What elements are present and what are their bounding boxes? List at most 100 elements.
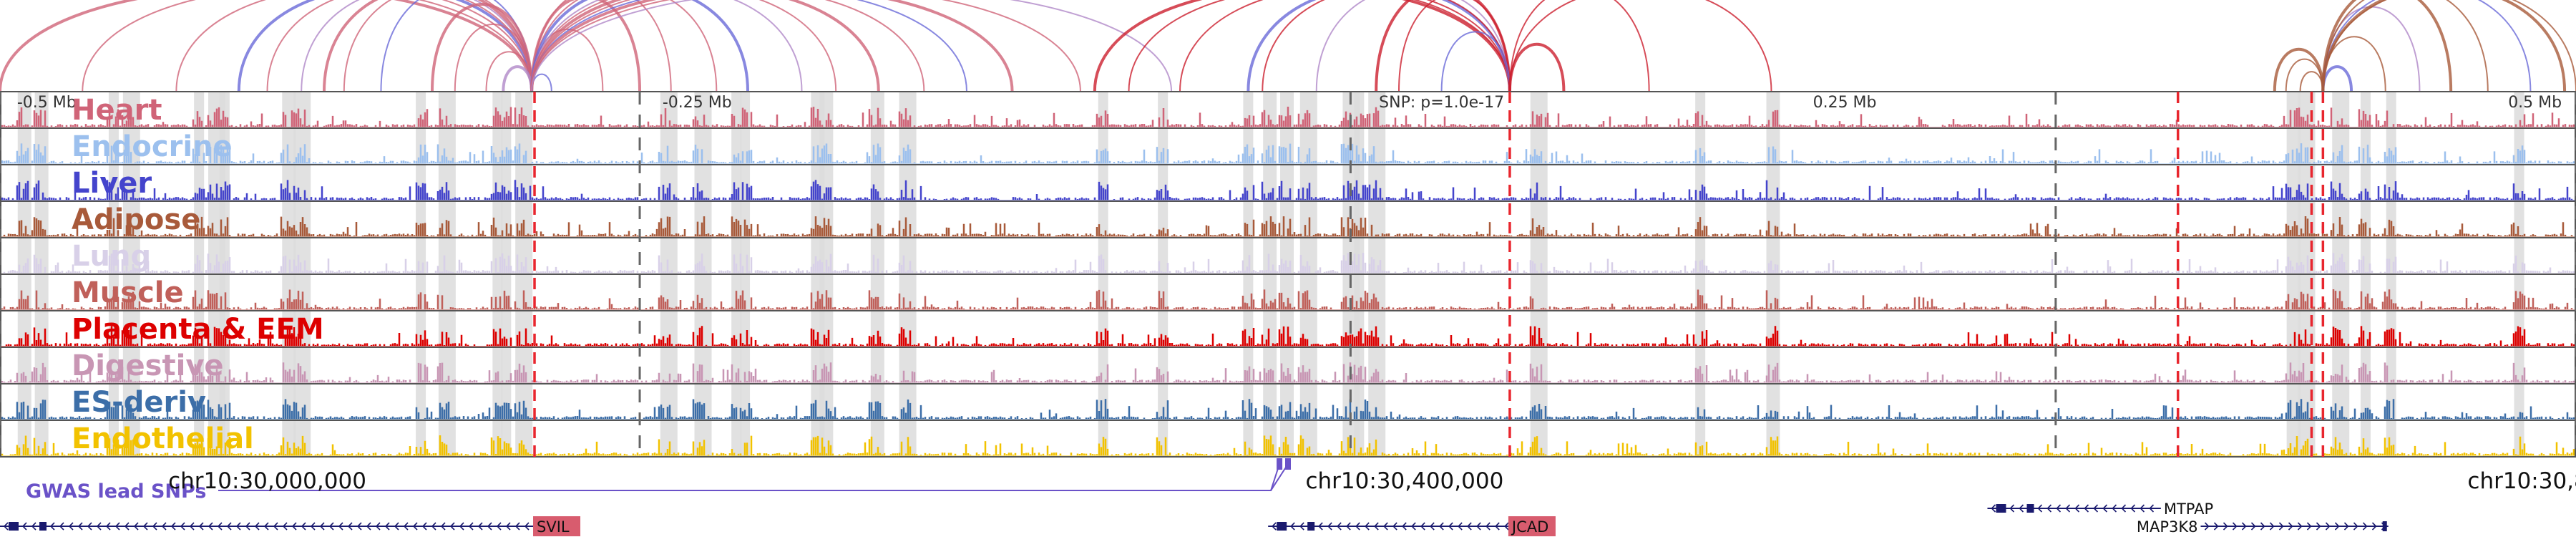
- track-label: Adipose: [72, 203, 200, 236]
- interaction-arc: [1262, 0, 1511, 92]
- strand-chevrons: [3, 522, 530, 531]
- signal-peaks: [0, 289, 2573, 309]
- interaction-arc: [531, 0, 803, 92]
- signal-peaks: [0, 326, 2575, 346]
- interaction-arc: [1246, 0, 1511, 92]
- interaction-arc: [2321, 0, 2567, 92]
- signal-peaks: [0, 253, 2575, 273]
- exon: [1996, 504, 2006, 513]
- gene-name-tag: [533, 516, 581, 536]
- interaction-arc: [2321, 0, 2453, 92]
- signal-peaks: [0, 143, 2575, 163]
- interaction-arc: [2285, 58, 2324, 92]
- interaction-arc: [530, 0, 880, 92]
- interaction-arc: [1179, 0, 1511, 92]
- gene-name: MTPAP: [2164, 500, 2213, 518]
- distance-label: -0.25 Mb: [663, 94, 732, 112]
- interaction-arcs: [0, 0, 2576, 92]
- gwas-snp-marker: [1285, 458, 1291, 470]
- interaction-arc: [1440, 31, 1511, 92]
- track-frame: [0, 91, 2576, 458]
- interaction-arc: [1093, 0, 1511, 92]
- gene-name: SVIL: [537, 518, 570, 536]
- gene-name: JCAD: [1511, 518, 1548, 536]
- interaction-arc: [1315, 0, 1511, 92]
- vertical-marker-lines: [0, 92, 2576, 457]
- interaction-arc: [1128, 0, 1511, 92]
- gene-svil: SVIL: [0, 516, 581, 536]
- track-label: Heart: [72, 94, 162, 127]
- interaction-arc: [454, 24, 533, 92]
- coordinate-axis: chr10:30,000,000 chr10:30,400,000 chr10:30…: [168, 468, 2576, 494]
- strand-chevrons: [1272, 522, 1509, 531]
- exon: [1307, 522, 1315, 531]
- interaction-arc: [531, 0, 672, 92]
- interaction-arc: [2321, 65, 2353, 92]
- signal-peaks: [0, 435, 2575, 455]
- interaction-arc: [531, 0, 1173, 92]
- gwas-label: GWAS lead SNPs: [26, 480, 206, 503]
- gene-name: MAP3K8: [2137, 518, 2198, 536]
- distance-labels: -0.5 Mb -0.25 Mb SNP: p=1.0e-17 0.25 Mb 0.5 …: [17, 94, 2562, 112]
- track-label: Endocrine: [72, 130, 233, 163]
- interaction-arc: [1508, 0, 1772, 92]
- signal-peaks: [0, 180, 2573, 200]
- interaction-arc: [530, 0, 1014, 92]
- track-label: Liver: [72, 167, 152, 200]
- gwas-connector: [218, 463, 1281, 491]
- interaction-arc: [1397, 0, 1511, 92]
- coordinate-label: chr10:30,400,000: [1305, 468, 1503, 494]
- signal-peaks: [0, 107, 2575, 127]
- interaction-arc: [266, 0, 533, 92]
- interaction-arc: [430, 2, 534, 92]
- track-label: Endothelial: [72, 422, 254, 455]
- interaction-arc: [82, 0, 533, 92]
- interaction-arc: [237, 0, 534, 92]
- distance-label: -0.5 Mb: [17, 94, 77, 112]
- signal-peaks: [0, 216, 2573, 236]
- interaction-arc: [1508, 0, 1650, 92]
- interaction-arc: [530, 0, 750, 92]
- track-label: Muscle: [72, 276, 184, 309]
- interaction-arc: [322, 0, 534, 92]
- interaction-arc: [2322, 0, 2576, 92]
- gene-mtpap: MTPAP: [1987, 500, 2213, 518]
- gene-name-tag: [1508, 516, 1556, 536]
- track-label: Lung: [72, 240, 151, 273]
- interaction-arc: [531, 0, 925, 92]
- gwas-snp-marker: [1277, 458, 1283, 470]
- distance-label: 0.25 Mb: [1813, 94, 1877, 112]
- distance-label: 0.5 Mb: [2508, 94, 2562, 112]
- interaction-arc: [301, 0, 533, 92]
- interaction-arc: [175, 0, 533, 92]
- exon: [2382, 521, 2387, 531]
- exon: [2026, 504, 2034, 513]
- interaction-arc: [531, 0, 837, 92]
- distance-label: SNP: p=1.0e-17: [1379, 94, 1504, 112]
- track-signal: [0, 326, 2576, 348]
- gene-jcad: JCAD: [1268, 516, 1556, 536]
- track-signal: [0, 107, 2576, 129]
- signal-peaks: [1, 362, 2575, 382]
- interaction-arc: [531, 0, 967, 92]
- strand-chevrons: [2204, 522, 2386, 531]
- gene-map3k8: MAP3K8: [2137, 518, 2389, 536]
- interaction-arc: [0, 0, 534, 92]
- interaction-arc: [531, 0, 1081, 92]
- exon: [39, 522, 47, 531]
- track-label: Placenta & EEM: [72, 313, 324, 346]
- track-label: ES-deriv: [72, 386, 206, 419]
- exon: [1277, 522, 1287, 531]
- interaction-arc: [343, 0, 533, 92]
- interaction-arc: [2322, 0, 2532, 92]
- coordinate-label: chr10:30,000,000: [168, 468, 366, 494]
- interaction-arc: [2273, 47, 2325, 92]
- interaction-arc: [2322, 0, 2489, 92]
- signal-peaks: [0, 399, 2575, 419]
- gwas-lead-snps: GWAS lead SNPs: [26, 458, 1291, 503]
- interaction-arc: [2299, 71, 2324, 92]
- exon: [9, 522, 19, 531]
